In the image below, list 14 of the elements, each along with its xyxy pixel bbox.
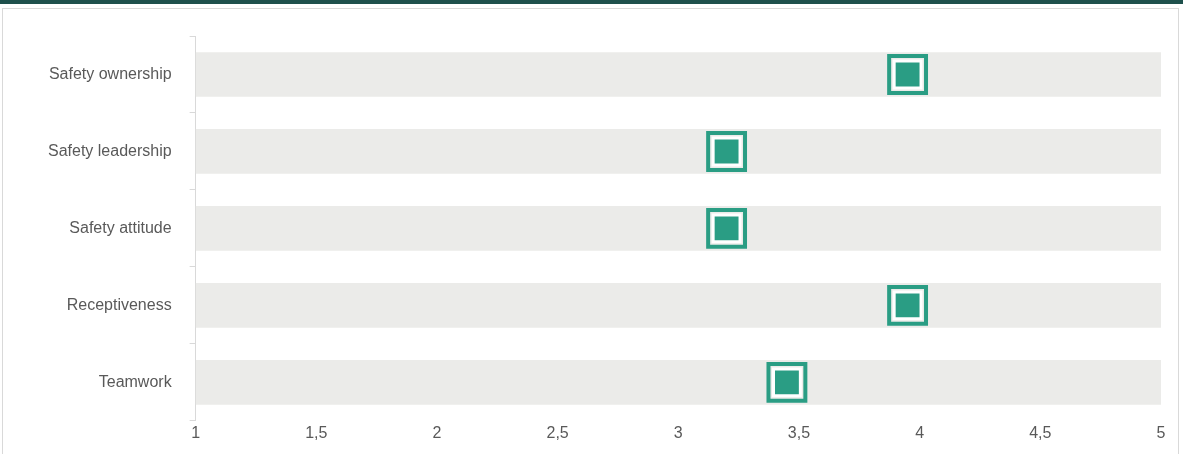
y-tick-label: Safety leadership [47,141,172,159]
y-tick-label: Receptiveness [66,295,172,313]
x-tick-label: 3,5 [787,423,811,441]
x-tick-label: 1,5 [305,423,328,441]
x-tick-label: 4,5 [1029,423,1052,441]
x-tick-label: 3 [673,423,683,441]
y-tick-label: Safety attitude [69,218,172,236]
x-tick-label: 1 [191,423,201,441]
x-tick-label: 4 [915,423,925,441]
y-tick-label: Teamwork [98,372,173,390]
x-tick-label: 5 [1156,423,1166,441]
x-tick-label: 2 [432,423,442,441]
x-tick-label: 2,5 [546,423,569,441]
y-tick-label: Safety ownership [48,64,172,82]
